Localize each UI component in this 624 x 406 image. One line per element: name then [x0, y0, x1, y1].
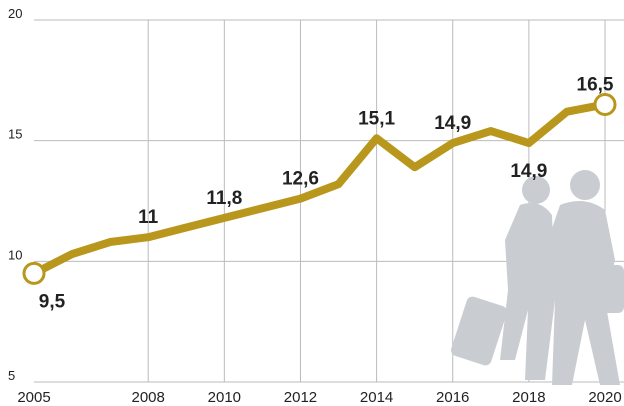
x-tick-label: 2005: [17, 389, 50, 406]
x-tick-label: 2016: [436, 389, 469, 406]
y-tick-label: 15: [8, 127, 22, 142]
y-tick-label: 10: [8, 247, 22, 262]
y-tick-label: 20: [8, 6, 22, 21]
x-tick-label: 2010: [208, 389, 241, 406]
y-tick-label: 5: [8, 368, 15, 383]
x-tick-label: 2018: [512, 389, 545, 406]
chart: 5 10 15 20 2005 2008 2010 2012 2014 2016 2018 2020 9…: [0, 0, 624, 406]
value-label: 16,5: [577, 74, 614, 95]
end-marker: [595, 94, 615, 114]
x-tick-label: 2014: [360, 389, 393, 406]
x-tick-label: 2008: [132, 389, 165, 406]
value-label: 12,6: [282, 169, 319, 190]
value-label: 15,1: [358, 108, 395, 129]
x-tick-label: 2012: [284, 389, 317, 406]
value-label: 11: [138, 207, 159, 228]
value-label: 9,5: [39, 291, 66, 312]
value-label: 14,9: [434, 113, 471, 134]
x-tick-label: 2020: [588, 389, 621, 406]
value-label: 14,9: [510, 161, 547, 182]
value-label: 11,8: [206, 188, 242, 209]
end-marker: [24, 263, 44, 283]
travelers-silhouette: [449, 170, 624, 385]
